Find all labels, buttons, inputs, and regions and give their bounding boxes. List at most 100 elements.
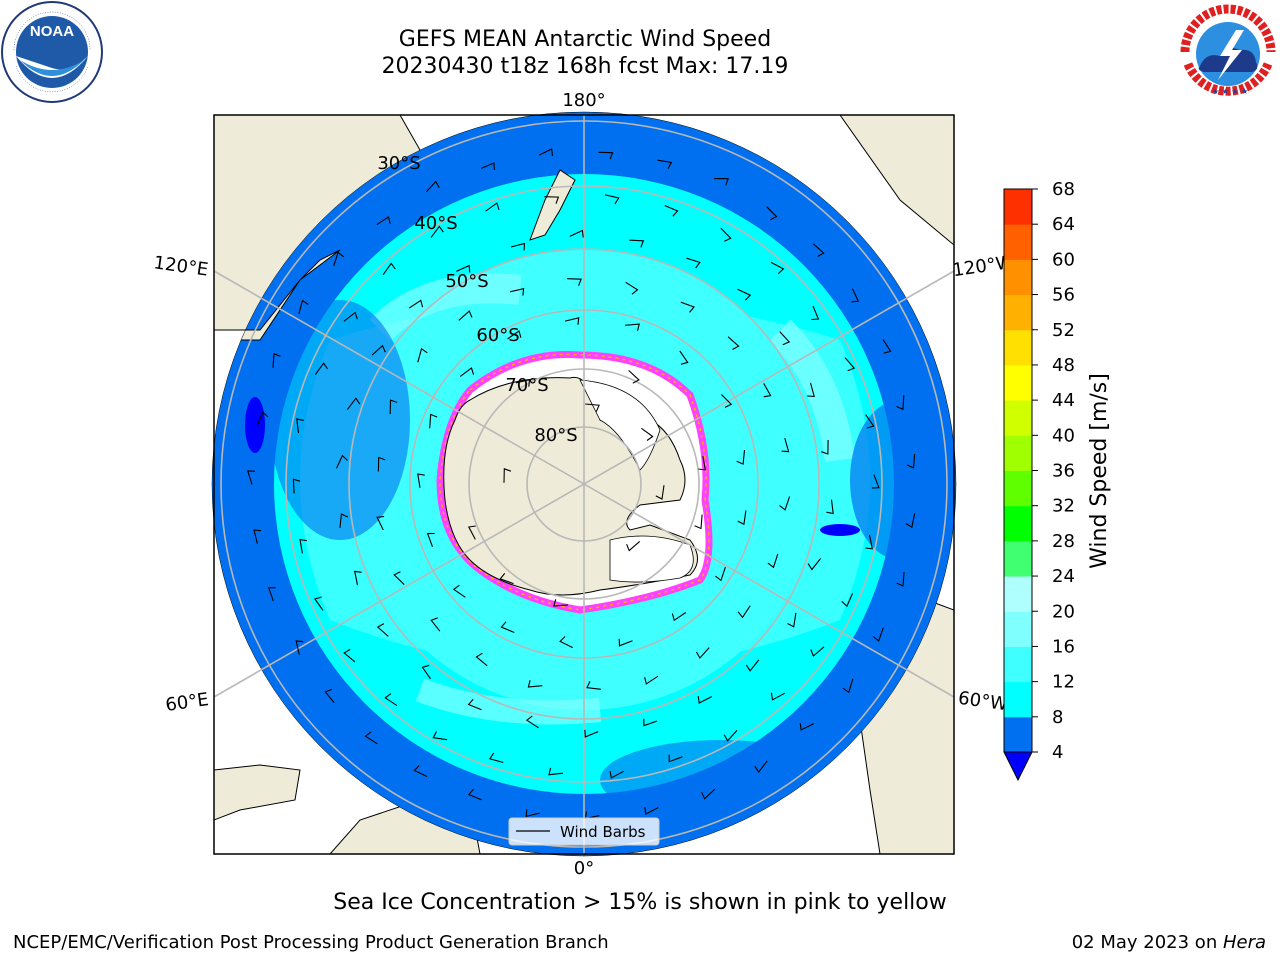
colorbar-tick-label: 32 — [1052, 496, 1075, 517]
wind-barb — [604, 194, 620, 205]
wind-barb — [475, 652, 488, 667]
wind-barb — [715, 566, 726, 582]
colorbar-block — [1004, 400, 1032, 436]
wind-barb — [851, 288, 860, 303]
wind-barb — [701, 788, 716, 800]
wind-barb — [737, 510, 747, 526]
graticule — [213, 115, 955, 854]
land-madagascar — [214, 764, 301, 821]
colorbar-tick-label: 40 — [1052, 425, 1075, 446]
wind-barb — [763, 383, 772, 398]
colorbar-block — [1004, 435, 1032, 471]
wind-barb — [810, 646, 825, 657]
wind-barb — [272, 352, 281, 368]
wind-barb — [787, 612, 797, 628]
wind-barb — [896, 395, 905, 411]
wind-barb — [657, 159, 673, 169]
wind-barb — [339, 513, 349, 529]
wind-barb — [865, 534, 873, 550]
wind-barb — [872, 627, 884, 642]
wind-barb — [389, 399, 398, 415]
wind-barb — [507, 330, 522, 340]
colorbar-tick-label: 60 — [1052, 249, 1075, 270]
wind-barb — [500, 621, 515, 634]
wind-barb — [695, 647, 710, 659]
wind-barb — [364, 731, 378, 745]
wind-barb — [767, 553, 779, 569]
wind-barb — [371, 344, 386, 356]
wind-barb — [644, 807, 659, 815]
wind-barb — [467, 698, 482, 711]
wind-barb — [618, 638, 633, 647]
wind-barb — [499, 573, 514, 585]
wind-barb — [598, 151, 614, 160]
land-north-pacific — [839, 115, 954, 246]
wind-barb — [527, 680, 543, 688]
wind-barb — [503, 468, 512, 483]
colorbar-tick-label: 28 — [1052, 531, 1075, 552]
wind-barb — [426, 532, 435, 547]
wind-barb — [488, 752, 504, 764]
colorbar-block — [1004, 224, 1032, 260]
wind-barb — [643, 718, 658, 727]
wind-barb — [292, 478, 301, 494]
colorbar-block — [1004, 681, 1032, 718]
wind-barb — [314, 362, 329, 375]
wind-barb — [525, 809, 540, 818]
wind-barb — [567, 278, 582, 286]
wind-barb — [417, 347, 428, 363]
wind-barb — [905, 513, 916, 528]
wind-barb — [564, 317, 580, 325]
wind-barb — [736, 450, 746, 465]
wind-barb — [425, 180, 440, 193]
wind-barb — [295, 640, 304, 655]
colorbar-tick-label: 36 — [1052, 461, 1075, 482]
lat-label-80s: 80°S — [534, 425, 577, 446]
wind-barb — [354, 570, 362, 586]
wind-barb — [865, 414, 875, 429]
wind-barb — [452, 584, 466, 598]
wind-barb — [299, 538, 307, 554]
wind-barb — [586, 681, 601, 690]
wind-barb — [377, 456, 386, 472]
wind-barb — [821, 439, 829, 455]
wind-barb — [544, 196, 560, 204]
wind-barb — [480, 162, 495, 171]
wind-barb — [467, 525, 476, 540]
colorbar-tick-label: 12 — [1052, 672, 1075, 693]
wind-barb — [811, 305, 820, 321]
wind-barb — [343, 311, 358, 322]
colorbar-tick-label: 64 — [1052, 214, 1075, 235]
wind-barb — [432, 731, 448, 741]
wind-barb — [569, 229, 584, 238]
wind-barb — [686, 257, 701, 269]
colorbar-block — [1004, 294, 1032, 331]
wind-barb — [770, 692, 786, 701]
wind-barb — [679, 350, 689, 365]
wind-barb — [314, 596, 324, 611]
wind-barb — [655, 485, 665, 500]
colorbar-block — [1004, 646, 1032, 683]
wind-barb — [626, 540, 641, 552]
chart-subtitle: 20230430 t18z 168h fcst Max: 17.19 — [381, 54, 789, 79]
wind-barb — [807, 558, 822, 571]
wind-barb — [384, 693, 398, 707]
wind-barb — [324, 688, 335, 704]
wind-barb — [515, 379, 531, 387]
land-new-zealand — [529, 169, 576, 241]
colorbar-block — [1004, 611, 1032, 647]
colorbar-block — [1004, 364, 1032, 401]
colorbar-tick-label: 4 — [1052, 742, 1063, 763]
lat-label-70s: 70°S — [505, 375, 548, 396]
colorbar-tick-label: 56 — [1052, 285, 1075, 306]
colorbar-block — [1004, 189, 1032, 225]
wind-barb — [609, 770, 624, 779]
wind-barb — [694, 514, 703, 530]
colorbar-tick-label: 24 — [1052, 566, 1075, 587]
wind-barb — [298, 299, 309, 315]
wind-barb — [664, 204, 679, 217]
wind-barb — [247, 470, 255, 485]
footer-date: 02 May 2023 on Hera — [1072, 932, 1266, 953]
sea-ice-caption: Sea Ice Concentration > 15% is shown in … — [333, 890, 947, 915]
